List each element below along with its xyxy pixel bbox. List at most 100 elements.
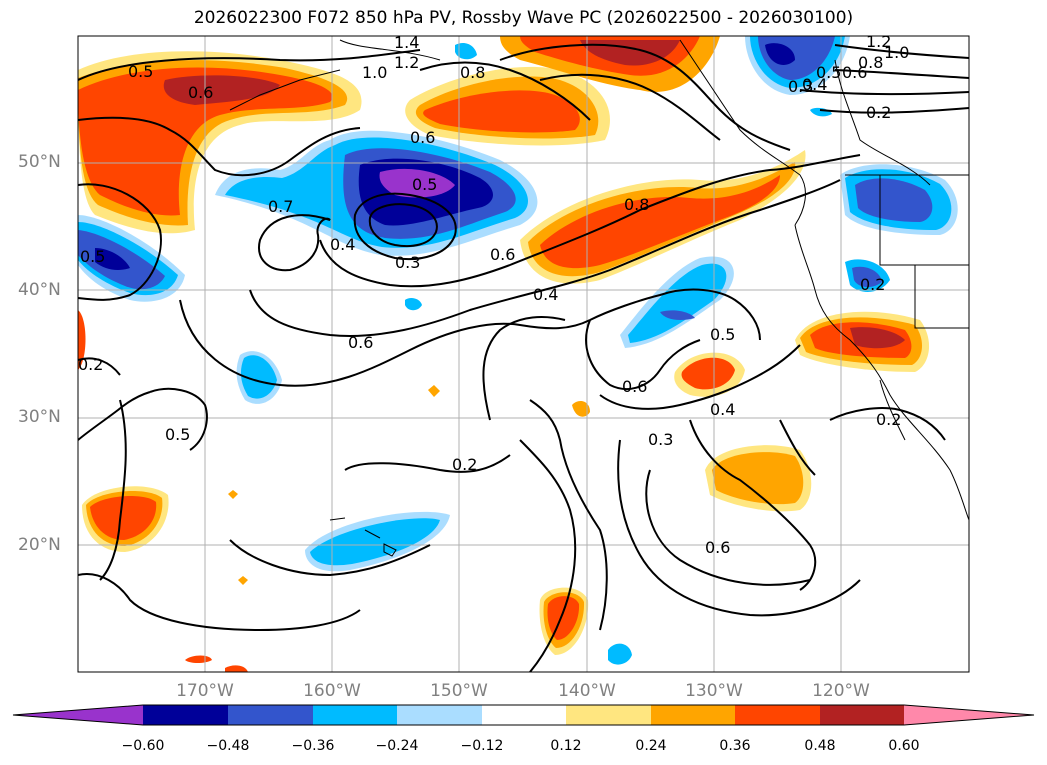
pv-anomaly-shading	[78, 36, 958, 672]
lat-label-40n: 40°N	[18, 280, 61, 300]
contour-label: 0.8	[624, 195, 649, 214]
colorbar-bin	[313, 705, 397, 725]
contour-label: 0.6	[348, 333, 373, 352]
colorbar-bin	[566, 705, 651, 725]
colorbar-bin	[735, 705, 820, 725]
contour-label: 0.6	[705, 538, 730, 557]
contour-label: 0.8	[858, 53, 883, 72]
contour-labels: 0.5 0.6 1.0 1.4 1.2 0.8 0.6 1.2 1.0 0.8 …	[78, 32, 909, 557]
pos-anomaly-sw-core	[90, 495, 157, 540]
colorbar-tick: 0.12	[550, 738, 582, 754]
neg-anomaly-midpac-mid	[628, 263, 727, 343]
contour-label: 0.6	[490, 245, 515, 264]
contour-label: 0.5	[710, 325, 735, 344]
lon-label-140w: 140°W	[558, 681, 616, 701]
contour-label: 1.4	[394, 33, 419, 52]
lat-label-20n: 20°N	[18, 535, 61, 555]
contour-label: 0.6	[410, 128, 435, 147]
contour-label: 0.4	[533, 285, 558, 304]
neg-anomaly-south	[608, 643, 632, 665]
contour-label: 0.7	[268, 197, 293, 216]
neg-anomaly-hawaii-b-mid	[310, 518, 440, 566]
pos-anomaly-small-d	[238, 576, 248, 585]
contour-label: 0.4	[330, 235, 355, 254]
gridlines	[78, 36, 969, 672]
pos-anomaly-nw-max	[163, 75, 280, 105]
pos-anomaly-baja-max	[850, 327, 905, 349]
map-title: 2026022300 F072 850 hPa PV, Rossby Wave …	[193, 8, 854, 28]
colorbar-tick: −0.48	[206, 738, 250, 754]
pv-contours	[78, 43, 969, 672]
colorbar-outline	[12, 704, 1035, 726]
contour-label: 0.5	[816, 63, 841, 82]
neg-anomaly-hawaii-a-mid	[240, 355, 277, 399]
contour-label: 0.5	[412, 175, 437, 194]
contour-label: 0.6	[842, 63, 867, 82]
colorbar-tick: −0.12	[460, 738, 504, 754]
contour-label: 1.2	[394, 53, 419, 72]
colorbar-tick: −0.36	[291, 738, 335, 754]
pos-anomaly-central-core	[540, 175, 780, 269]
neg-anomaly-midpac-core	[660, 310, 695, 320]
pos-anomaly-east-pac-core	[681, 357, 735, 390]
neg-anomaly-ne-deep	[765, 43, 795, 65]
contour-label: 0.2	[860, 275, 885, 294]
colorbar-bin	[397, 705, 482, 725]
lat-label-30n: 30°N	[18, 407, 61, 427]
pos-anomaly-nw-core	[78, 67, 333, 216]
colorbar-tick: 0.48	[804, 738, 836, 754]
contour-label: 0.6	[622, 377, 647, 396]
contour-label: 1.2	[866, 32, 891, 51]
contour-label: 1.0	[884, 43, 909, 62]
pos-anomaly-small-b	[428, 385, 440, 397]
contour-label: 1.0	[362, 63, 387, 82]
contour-label: 0.6	[188, 83, 213, 102]
pos-anomaly-north-top-max	[580, 40, 680, 66]
contour-label: 0.3	[395, 253, 420, 272]
coastlines	[229, 39, 969, 557]
contour-label: 0.4	[802, 75, 827, 94]
colorbar-bin	[143, 705, 228, 725]
neg-anomaly-central-north-max	[379, 168, 455, 198]
contour-label: 0.5	[165, 425, 190, 444]
colorbar-bin	[482, 705, 566, 725]
colorbar-tick: −0.24	[375, 738, 419, 754]
colorbar-bin	[820, 705, 904, 725]
lon-label-120w: 120°W	[812, 681, 870, 701]
lon-label-150w: 150°W	[430, 681, 488, 701]
colorbar-bin	[651, 705, 735, 725]
neg-anomaly-small-b	[455, 43, 477, 60]
neg-anomaly-west-deep	[95, 248, 130, 270]
lon-label-130w: 130°W	[685, 681, 743, 701]
colorbar-tick: 0.60	[888, 738, 920, 754]
lon-label-170w: 170°W	[176, 681, 234, 701]
contour-label: 0.3	[648, 430, 673, 449]
pos-anomaly-west-edge	[78, 310, 86, 370]
map-frame	[77, 35, 970, 673]
lon-label-160w: 160°W	[303, 681, 361, 701]
pos-anomaly-small-a	[572, 400, 590, 417]
colorbar-tick: 0.24	[635, 738, 667, 754]
lat-label-50n: 50°N	[18, 152, 61, 172]
contour-label: 0.4	[710, 400, 735, 419]
neg-anomaly-inland-core	[852, 266, 882, 288]
contour-label: 0.2	[78, 355, 103, 374]
pos-anomaly-small-f	[225, 665, 248, 672]
contour-label: 0.2	[866, 103, 891, 122]
colorbar-extend-high	[904, 705, 1034, 725]
contour-label: 0.5	[80, 247, 105, 266]
contour-label: 0.2	[452, 455, 477, 474]
neg-anomaly-small-a	[405, 297, 422, 311]
pos-anomaly-small-c	[228, 490, 238, 499]
neg-anomaly-east-coast-core	[855, 178, 933, 222]
contour-label: 0.8	[460, 63, 485, 82]
contour-label: 0.3	[788, 77, 813, 96]
colorbar	[12, 704, 1035, 726]
colorbar-tick: 0.36	[719, 738, 751, 754]
contour-label: 0.5	[128, 62, 153, 81]
colorbar-bin	[228, 705, 313, 725]
pos-anomaly-subtropic-mid	[712, 452, 804, 505]
contour-label: 0.2	[876, 410, 901, 429]
colorbar-tick: −0.60	[121, 738, 165, 754]
